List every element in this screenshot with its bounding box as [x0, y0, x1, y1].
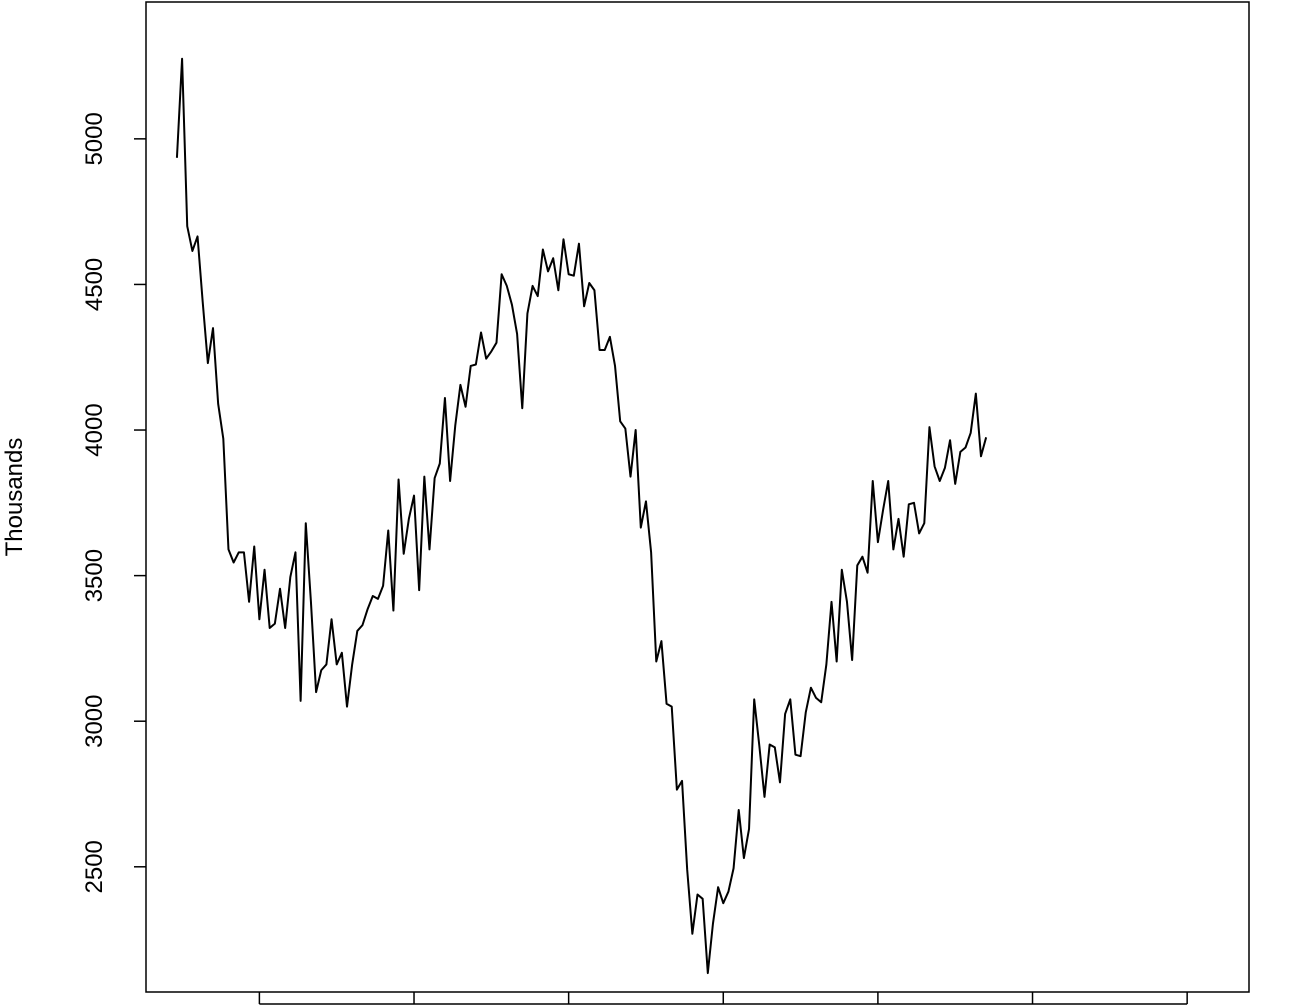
y-axis: 2500 3000 3500 4000 4500 5000	[81, 112, 146, 893]
series-line	[175, 57, 988, 975]
y-tick-label: 3500	[81, 549, 108, 602]
y-tick-label: 2500	[81, 840, 108, 893]
plot-frame	[145, 1, 1250, 993]
y-axis-title: Thousands	[1, 438, 28, 557]
y-tick-label: 4500	[81, 258, 108, 311]
y-tick-label: 5000	[81, 112, 108, 165]
y-tick-label: 4000	[81, 403, 108, 456]
x-axis	[258, 992, 1188, 1005]
y-tick-label: 3000	[81, 695, 108, 748]
